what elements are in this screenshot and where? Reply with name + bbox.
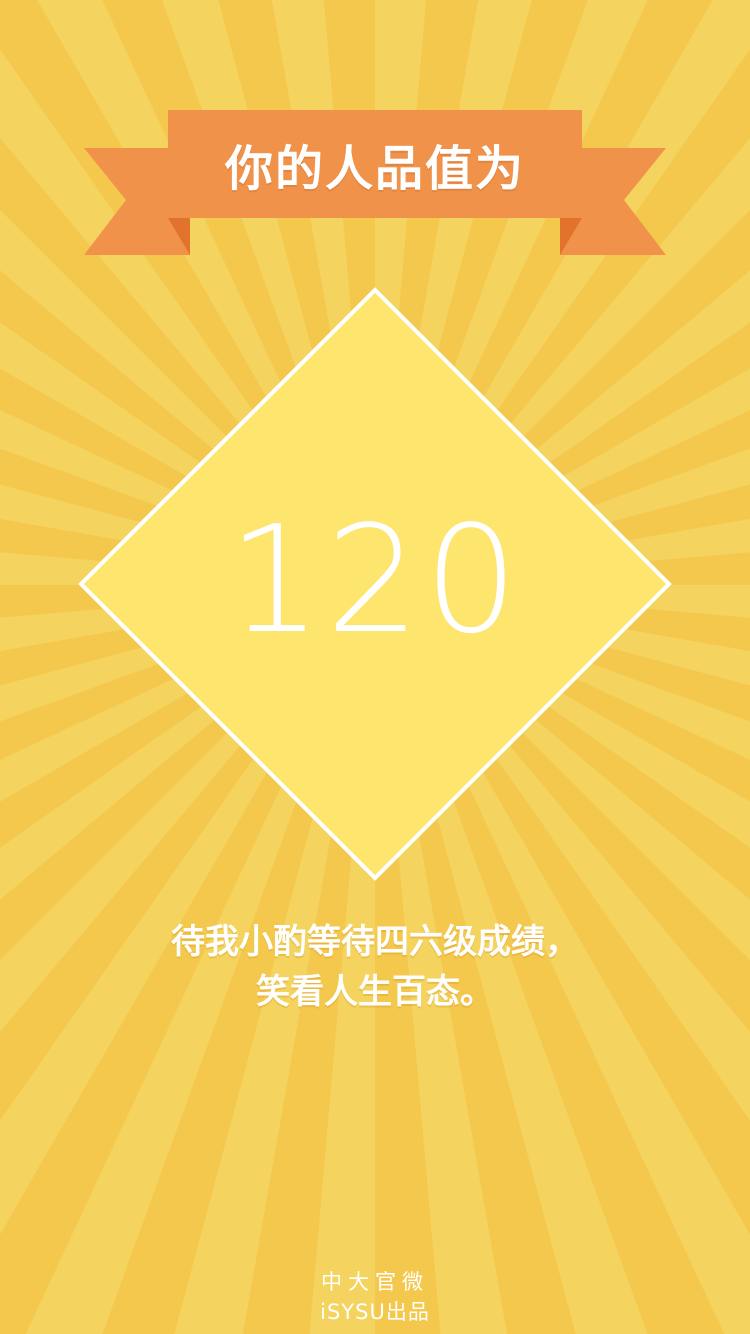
banner-title: 你的人品值为: [224, 141, 525, 197]
ribbon-left-tail: [84, 148, 190, 255]
score-diamond: [78, 287, 672, 881]
message-line-1: 待我小酌等待四六级成绩，: [171, 922, 579, 962]
ribbon-right-fold: [560, 218, 582, 255]
ribbon-left-fold: [168, 218, 190, 255]
ribbon-banner: [84, 110, 666, 255]
sunburst-ray: [0, 585, 375, 722]
score-value: 120: [227, 494, 523, 666]
ribbon-right-tail: [560, 148, 666, 255]
sunburst-ray: [25, 585, 375, 1334]
sunburst-ray: [309, 585, 375, 1334]
diamond-shape: [78, 287, 672, 881]
message-line-2: 笑看人生百态。: [256, 972, 494, 1012]
sunburst-ray: [375, 585, 648, 1334]
footer-credit-line-2: iSYSU出品: [320, 1300, 430, 1324]
sunburst-ray: [375, 585, 750, 1121]
ribbon-band: [168, 110, 582, 218]
footer-credit-line-1: 中大官微: [321, 1270, 429, 1294]
